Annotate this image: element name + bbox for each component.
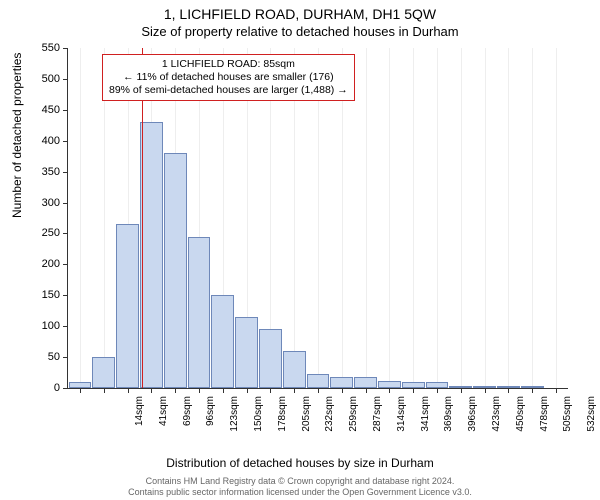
histogram-bar	[164, 153, 187, 388]
y-axis-label: Number of detached properties	[10, 53, 24, 218]
y-tick-label: 300	[42, 197, 68, 209]
histogram-bar	[283, 351, 306, 388]
histogram-bar	[116, 224, 139, 388]
x-tick	[389, 388, 390, 393]
x-tick	[508, 388, 509, 393]
grid-line	[366, 48, 367, 388]
annotation-line: ← 11% of detached houses are smaller (17…	[109, 71, 348, 84]
y-tick-label: 400	[42, 135, 68, 147]
x-tick	[342, 388, 343, 393]
y-tick-label: 150	[42, 289, 68, 301]
x-tick	[175, 388, 176, 393]
histogram-bar	[330, 377, 353, 388]
x-tick	[128, 388, 129, 393]
footer-line: Contains HM Land Registry data © Crown c…	[0, 476, 600, 487]
x-tick-label: 41sqm	[158, 396, 169, 446]
x-tick-label: 14sqm	[134, 396, 145, 446]
x-tick	[223, 388, 224, 393]
x-tick	[199, 388, 200, 393]
x-tick-label: 369sqm	[443, 396, 454, 446]
x-tick-label: 450sqm	[515, 396, 526, 446]
annotation-box: 1 LICHFIELD ROAD: 85sqm ← 11% of detache…	[102, 54, 355, 101]
x-tick-label: 205sqm	[301, 396, 312, 446]
grid-line	[485, 48, 486, 388]
grid-line	[556, 48, 557, 388]
footer-attribution: Contains HM Land Registry data © Crown c…	[0, 476, 600, 498]
histogram-bar	[188, 237, 211, 388]
histogram-bar	[92, 357, 115, 388]
x-tick	[80, 388, 81, 393]
histogram-bar	[140, 122, 163, 388]
x-tick	[247, 388, 248, 393]
x-tick-label: 232sqm	[324, 396, 335, 446]
x-tick	[461, 388, 462, 393]
x-tick-label: 423sqm	[491, 396, 502, 446]
x-tick	[318, 388, 319, 393]
y-tick-label: 550	[42, 42, 68, 54]
x-tick-label: 478sqm	[539, 396, 550, 446]
x-tick-label: 123sqm	[229, 396, 240, 446]
y-tick-label: 0	[54, 382, 68, 394]
x-tick-label: 341sqm	[420, 396, 431, 446]
x-tick	[437, 388, 438, 393]
grid-line	[461, 48, 462, 388]
x-tick	[413, 388, 414, 393]
y-tick-label: 250	[42, 227, 68, 239]
histogram-bar	[307, 374, 330, 388]
x-tick-label: 396sqm	[467, 396, 478, 446]
annotation-line: 89% of semi-detached houses are larger (…	[109, 84, 348, 97]
y-tick-label: 350	[42, 166, 68, 178]
x-tick	[270, 388, 271, 393]
x-tick	[485, 388, 486, 393]
x-tick-label: 178sqm	[277, 396, 288, 446]
x-tick-label: 505sqm	[562, 396, 573, 446]
x-tick-label: 96sqm	[205, 396, 216, 446]
x-axis-label: Distribution of detached houses by size …	[0, 456, 600, 470]
page-title: 1, LICHFIELD ROAD, DURHAM, DH1 5QW	[0, 6, 600, 22]
annotation-line: 1 LICHFIELD ROAD: 85sqm	[109, 58, 348, 71]
x-tick	[104, 388, 105, 393]
grid-line	[508, 48, 509, 388]
grid-line	[532, 48, 533, 388]
x-tick-label: 150sqm	[253, 396, 264, 446]
x-tick	[294, 388, 295, 393]
y-tick-label: 50	[48, 351, 68, 363]
x-tick	[556, 388, 557, 393]
grid-line	[80, 48, 81, 388]
footer-line: Contains public sector information licen…	[0, 487, 600, 498]
x-tick	[151, 388, 152, 393]
page-subtitle: Size of property relative to detached ho…	[0, 24, 600, 39]
x-tick	[366, 388, 367, 393]
y-tick-label: 200	[42, 258, 68, 270]
y-tick-label: 500	[42, 73, 68, 85]
grid-line	[437, 48, 438, 388]
y-tick-label: 450	[42, 104, 68, 116]
x-tick-label: 314sqm	[396, 396, 407, 446]
histogram-bar	[211, 295, 234, 388]
grid-line	[413, 48, 414, 388]
x-tick-label: 69sqm	[182, 396, 193, 446]
histogram-plot: 05010015020025030035040045050055014sqm41…	[67, 48, 568, 389]
y-tick-label: 100	[42, 320, 68, 332]
histogram-bar	[235, 317, 258, 388]
x-tick	[532, 388, 533, 393]
page: 1, LICHFIELD ROAD, DURHAM, DH1 5QW Size …	[0, 0, 600, 500]
x-tick-label: 532sqm	[586, 396, 597, 446]
histogram-bar	[354, 377, 377, 388]
x-tick-label: 259sqm	[348, 396, 359, 446]
histogram-bar	[378, 381, 401, 388]
x-tick-label: 287sqm	[372, 396, 383, 446]
histogram-bar	[259, 329, 282, 388]
grid-line	[389, 48, 390, 388]
